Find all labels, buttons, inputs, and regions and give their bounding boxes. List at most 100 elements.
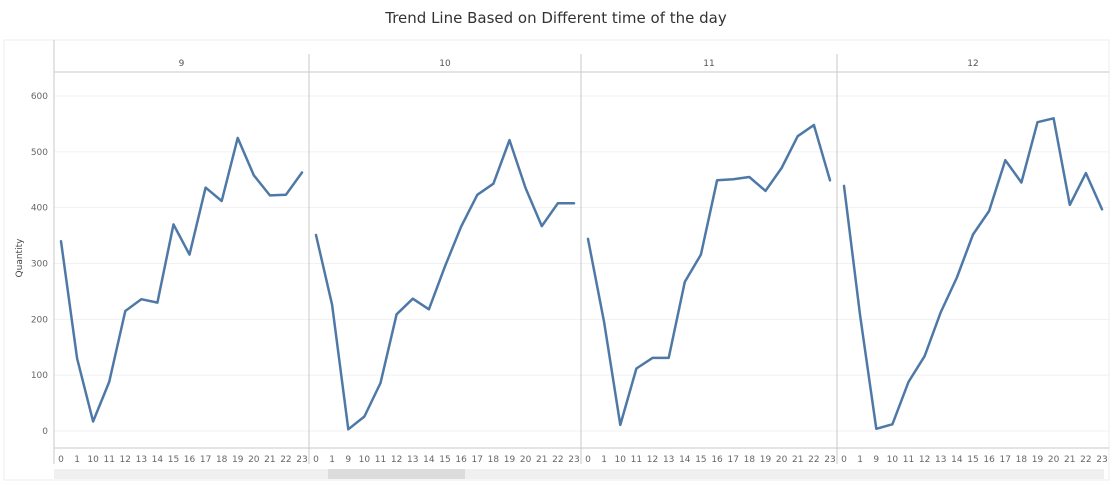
x-tick-label: 16 — [983, 455, 995, 465]
data-point[interactable] — [490, 181, 496, 187]
data-point[interactable] — [889, 421, 895, 427]
data-point[interactable] — [1002, 157, 1008, 163]
data-point[interactable] — [906, 379, 912, 385]
y-axis: 0 100 200 300 400 500 600 Quantity — [15, 40, 55, 464]
series-line[interactable] — [314, 138, 576, 431]
x-tick-label: 22 — [808, 455, 819, 465]
data-point[interactable] — [746, 174, 752, 180]
data-point[interactable] — [378, 380, 384, 386]
data-point[interactable] — [442, 263, 448, 269]
series-line[interactable] — [59, 136, 304, 423]
data-point[interactable] — [345, 426, 351, 432]
data-point[interactable] — [666, 355, 672, 361]
data-point[interactable] — [90, 419, 96, 425]
data-point[interactable] — [585, 236, 591, 242]
data-point[interactable] — [219, 198, 225, 204]
x-tick-label: 11 — [103, 455, 114, 465]
data-point[interactable] — [682, 279, 688, 285]
pane-header-label: 12 — [967, 59, 978, 69]
x-tick-label: 20 — [520, 455, 532, 465]
data-point[interactable] — [74, 355, 80, 361]
data-point[interactable] — [730, 176, 736, 182]
data-point[interactable] — [714, 177, 720, 183]
x-tick-label: 1 — [329, 455, 335, 465]
data-point[interactable] — [571, 200, 577, 206]
data-point[interactable] — [539, 223, 545, 229]
data-point[interactable] — [58, 238, 64, 244]
x-tick-label: 22 — [280, 455, 291, 465]
x-tick-label: 0 — [313, 455, 319, 465]
y-tick-label: 0 — [42, 427, 48, 437]
x-tick-label: 16 — [711, 455, 723, 465]
data-point[interactable] — [986, 208, 992, 214]
x-tick-label: 1 — [857, 455, 863, 465]
x-tick-label: 0 — [58, 455, 64, 465]
data-point[interactable] — [938, 309, 944, 315]
x-tick-label: 18 — [216, 455, 228, 465]
data-point[interactable] — [779, 165, 785, 171]
data-point[interactable] — [426, 306, 432, 312]
data-point[interactable] — [1067, 202, 1073, 208]
data-point[interactable] — [474, 192, 480, 198]
x-tick-label: 14 — [951, 455, 963, 465]
data-point[interactable] — [857, 312, 863, 318]
data-point[interactable] — [698, 252, 704, 258]
data-point[interactable] — [523, 185, 529, 191]
data-point[interactable] — [795, 133, 801, 139]
data-point[interactable] — [1018, 180, 1024, 186]
data-point[interactable] — [283, 192, 289, 198]
x-tick-label: 0 — [841, 455, 847, 465]
pane-header-label: 11 — [703, 59, 714, 69]
data-point[interactable] — [251, 172, 257, 178]
data-point[interactable] — [841, 183, 847, 189]
data-point[interactable] — [811, 122, 817, 128]
data-point[interactable] — [170, 221, 176, 227]
data-point[interactable] — [555, 200, 561, 206]
data-point[interactable] — [361, 413, 367, 419]
data-point[interactable] — [507, 137, 513, 143]
data-point[interactable] — [203, 185, 209, 191]
x-tick-label: 15 — [967, 455, 978, 465]
data-point[interactable] — [122, 308, 128, 314]
data-point[interactable] — [762, 188, 768, 194]
data-point[interactable] — [1083, 170, 1089, 176]
data-point[interactable] — [106, 379, 112, 385]
data-point[interactable] — [617, 422, 623, 428]
data-point[interactable] — [922, 353, 928, 359]
x-tick-label: 1 — [74, 455, 80, 465]
x-tick-label: 12 — [391, 455, 402, 465]
data-point[interactable] — [970, 231, 976, 237]
x-tick-label: 12 — [120, 455, 131, 465]
data-point[interactable] — [394, 311, 400, 317]
x-tick-label: 10 — [615, 455, 627, 465]
horizontal-scrollbar-thumb[interactable] — [328, 469, 465, 479]
pane-header-label: 9 — [179, 59, 185, 69]
data-point[interactable] — [650, 355, 656, 361]
data-point[interactable] — [154, 300, 160, 306]
data-point[interactable] — [138, 296, 144, 302]
horizontal-scrollbar-track[interactable] — [54, 469, 1104, 479]
data-point[interactable] — [954, 274, 960, 280]
data-point[interactable] — [313, 232, 319, 238]
y-axis-title: Quantity — [15, 238, 25, 278]
data-point[interactable] — [329, 302, 335, 308]
x-tick-label: 17 — [472, 455, 483, 465]
data-point[interactable] — [1099, 206, 1105, 212]
data-point[interactable] — [1051, 115, 1057, 121]
data-point[interactable] — [235, 135, 241, 141]
data-point[interactable] — [267, 192, 273, 198]
data-point[interactable] — [187, 252, 193, 258]
data-point[interactable] — [873, 426, 879, 432]
data-point[interactable] — [601, 319, 607, 325]
data-point[interactable] — [458, 224, 464, 230]
series-line[interactable] — [842, 117, 1104, 431]
x-tick-label: 20 — [776, 455, 788, 465]
data-point[interactable] — [1035, 119, 1041, 125]
series-line[interactable] — [586, 123, 832, 427]
data-point[interactable] — [410, 296, 416, 302]
data-point[interactable] — [633, 365, 639, 371]
x-tick-label: 10 — [87, 455, 99, 465]
data-point[interactable] — [299, 169, 305, 175]
y-tick-label: 400 — [31, 204, 48, 214]
data-point[interactable] — [827, 177, 833, 183]
